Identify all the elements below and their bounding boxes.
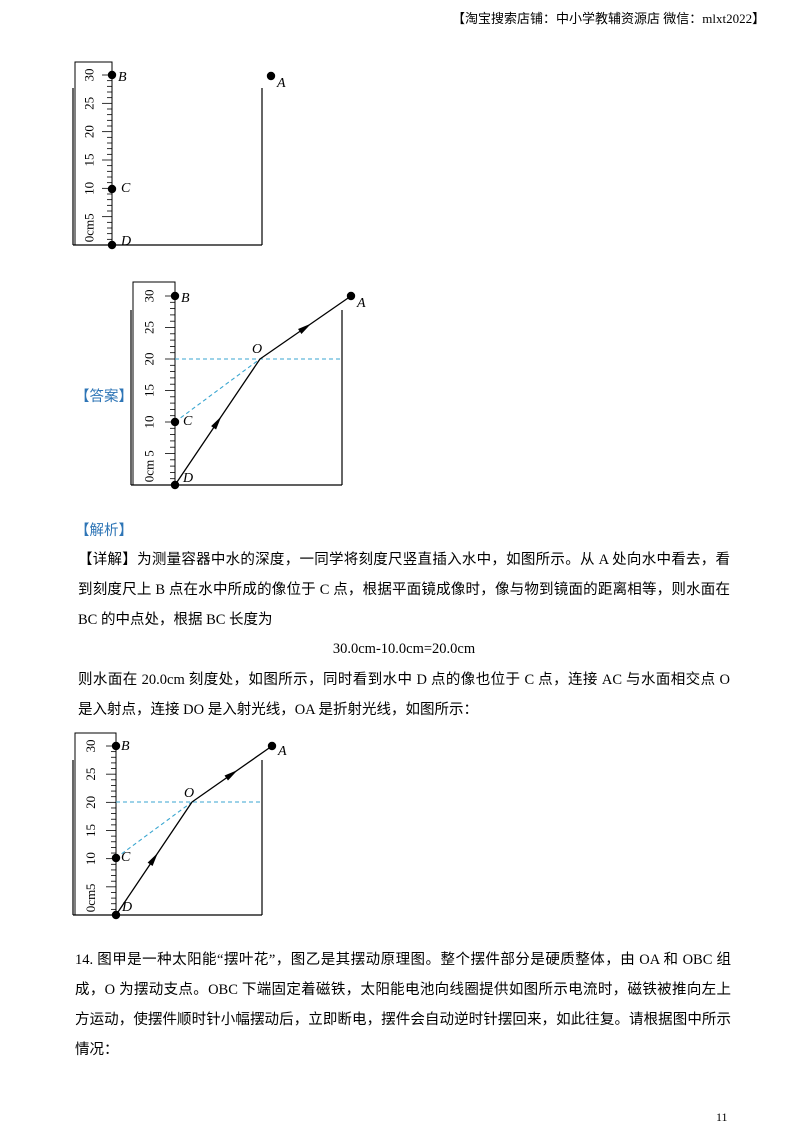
ruler-label: 10 [142, 416, 157, 429]
point-label: D [182, 471, 193, 486]
ruler [132, 281, 176, 486]
point-label: D [120, 234, 131, 249]
arrow-head [298, 323, 312, 334]
ruler-label: 0cm [83, 890, 98, 912]
point [170, 417, 180, 427]
ruler-label: 0cm [142, 460, 157, 482]
ruler-label: 5 [83, 884, 98, 891]
ruler [74, 61, 113, 246]
ruler-label: 30 [142, 290, 157, 303]
point [266, 71, 276, 81]
point [170, 291, 180, 301]
point [111, 910, 121, 920]
point-label: A [356, 296, 366, 311]
analysis-label: 【解析】 [75, 523, 133, 539]
ruler-label: 25 [83, 768, 98, 781]
point-label: O [184, 786, 194, 801]
virtual-ray [115, 801, 193, 859]
ruler-label: 20 [83, 796, 98, 809]
answer-label: 【答案】 [75, 389, 133, 405]
arrow-head [211, 416, 222, 430]
point-label: B [118, 70, 127, 85]
point [111, 741, 121, 751]
ruler-label: 10 [82, 182, 97, 195]
point-label: O [252, 342, 262, 357]
header: 【淘宝搜索店铺：中小学教辅资源店 微信：mlxt2022】 [452, 11, 766, 26]
ruler-label: 20 [82, 125, 97, 138]
paragraph: 【详解】为测量容器中水的深度，一同学将刻度尺竖直插入水中，如图所示。从 A 处向… [78, 545, 730, 635]
point-label: C [121, 181, 131, 196]
point-label: A [276, 76, 286, 91]
ruler-label: 5 [142, 450, 157, 457]
point-label: B [181, 291, 190, 306]
point [267, 741, 277, 751]
point [107, 240, 117, 250]
arrow-head [147, 852, 158, 866]
ruler-label: 15 [83, 824, 98, 837]
point-label: C [121, 850, 131, 865]
ruler-label: 30 [83, 740, 98, 753]
point [111, 853, 121, 863]
arrow-head [224, 769, 238, 781]
point-label: D [121, 900, 132, 915]
ruler-label: 15 [82, 154, 97, 167]
ruler-label: 25 [142, 321, 157, 334]
point-label: C [183, 414, 193, 429]
paragraph-text: 为测量容器中水的深度，一同学将刻度尺竖直插入水中，如图所示。从 A 处向水中看去… [78, 552, 731, 628]
ruler-label: 10 [83, 852, 98, 865]
formula: 30.0cm-10.0cm=20.0cm [332, 641, 476, 657]
ruler-label: 0cm [82, 220, 97, 242]
point [107, 70, 117, 80]
page-number: 11 [716, 1110, 728, 1124]
ruler-label: 30 [82, 69, 97, 82]
point-label: B [121, 739, 130, 754]
ruler-label: 5 [82, 213, 97, 220]
point [107, 184, 117, 194]
point [346, 291, 356, 301]
ruler-label: 15 [142, 384, 157, 397]
virtual-ray [174, 358, 261, 423]
ruler-label: 25 [82, 97, 97, 110]
ruler-label: 20 [142, 353, 157, 366]
question: 14. 图甲是一种太阳能“摆叶花”，图乙是其摆动原理图。整个摆件部分是硬质整体，… [75, 952, 731, 1058]
point [170, 480, 180, 490]
point-label: A [277, 744, 287, 759]
paragraph: 则水面在 20.0cm 刻度处，如图所示，同时看到水中 D 点的像也位于 C 点… [78, 672, 730, 718]
detail-label: 【详解】 [78, 552, 138, 568]
ruler [74, 732, 117, 916]
